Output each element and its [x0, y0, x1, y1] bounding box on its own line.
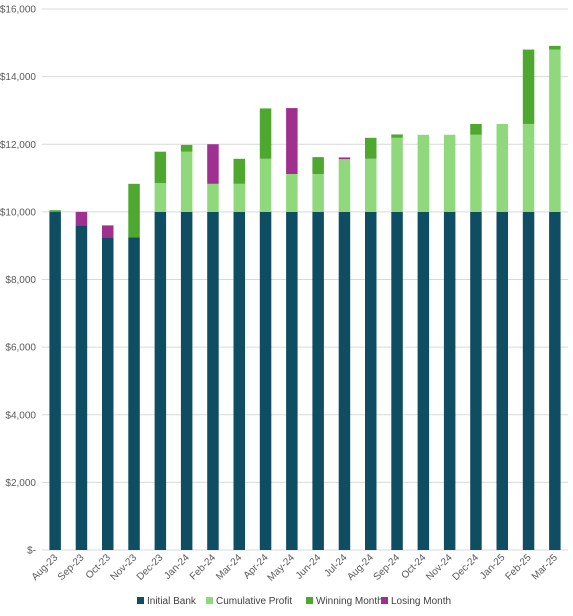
x-tick-label: Aug-23 [30, 552, 61, 583]
bar-segment-winning-month [470, 123, 482, 135]
x-tick-label: Nov-23 [109, 552, 140, 583]
bar-segment-losing-month [286, 108, 298, 175]
bar-segment-initial-bank [154, 211, 167, 550]
bar-segment-cumulative-profit [391, 137, 403, 212]
x-tick-label: Nov-24 [424, 552, 455, 583]
bar-segment-initial-bank [75, 225, 88, 550]
bar-segment-cumulative-profit [259, 158, 272, 212]
y-tick-label: $12,000 [0, 140, 36, 151]
y-tick-label: $6,000 [5, 343, 36, 354]
x-tick-label: Sep-24 [372, 552, 403, 583]
x-tick-label: Aug-24 [345, 552, 376, 583]
bar-segment-initial-bank [417, 211, 430, 550]
bar-segment-cumulative-profit [338, 159, 351, 212]
x-tick-label: May-24 [266, 552, 298, 584]
x-tick-label: Mar-24 [214, 552, 244, 582]
legend-label: Cumulative Profit [216, 596, 292, 607]
bar-segment-cumulative-profit [180, 151, 193, 212]
bar-segment-cumulative-profit [365, 158, 377, 212]
bar-segment-losing-month [102, 225, 114, 238]
x-axis-tick-labels: Aug-23Sep-23Oct-23Nov-23Dec-23Jan-24Feb-… [30, 552, 561, 584]
y-tick-label: $- [27, 546, 36, 557]
x-tick-label: Oct-23 [84, 552, 113, 581]
bar-segment-initial-bank [365, 211, 377, 550]
legend-label: Initial Bank [147, 596, 197, 607]
bar-segment-initial-bank [49, 211, 61, 550]
bar-segment-initial-bank [312, 211, 324, 550]
bar-segment-cumulative-profit [286, 174, 298, 212]
bar-segment-initial-bank [391, 211, 403, 550]
y-tick-label: $16,000 [0, 5, 36, 16]
bar-segment-initial-bank [443, 211, 456, 550]
bar-segment-winning-month [233, 158, 245, 184]
bar-segment-initial-bank [470, 211, 482, 550]
y-axis-tick-labels: $- $2,000 $4,000 $6,000 $8,000 $10,000 $12,000… [0, 5, 36, 557]
bar-segment-initial-bank [207, 211, 219, 550]
x-tick-label: Feb-24 [188, 552, 218, 582]
bar-segment-initial-bank [549, 211, 561, 550]
x-tick-label: Mar-25 [530, 552, 560, 582]
bar-segment-winning-month [128, 183, 140, 238]
x-tick-label: Sep-23 [56, 552, 87, 583]
legend-label: Losing Month [391, 596, 451, 607]
bar-segment-winning-month [522, 49, 535, 124]
y-tick-label: $14,000 [0, 72, 36, 83]
bar-segment-initial-bank [522, 211, 535, 550]
bar-segment-winning-month [180, 144, 193, 152]
bar-segment-winning-month [49, 210, 61, 212]
bar-segment-initial-bank [338, 211, 351, 550]
legend-label: Winning Month [316, 596, 383, 607]
bar-segment-initial-bank [180, 211, 193, 550]
bar-segment-cumulative-profit [207, 183, 219, 212]
bar-segment-cumulative-profit [233, 183, 245, 212]
bar-segment-cumulative-profit [443, 134, 456, 212]
bar-segment-winning-month [549, 45, 561, 50]
bar-segment-losing-month [338, 157, 351, 160]
y-tick-label: $8,000 [5, 275, 36, 286]
bars [49, 45, 561, 550]
y-tick-label: $4,000 [5, 410, 36, 421]
bar-segment-cumulative-profit [496, 123, 508, 212]
bar-segment-initial-bank [128, 237, 140, 550]
x-tick-label: Jun-24 [294, 552, 324, 582]
bar-segment-cumulative-profit [549, 49, 561, 212]
bar-segment-winning-month [259, 108, 272, 159]
bar-segment-winning-month [312, 157, 324, 175]
bar-segment-losing-month [207, 144, 219, 184]
bar-segment-cumulative-profit [312, 174, 324, 212]
bar-segment-losing-month [75, 211, 88, 226]
bar-segment-winning-month [365, 137, 377, 159]
bar-segment-initial-bank [233, 211, 245, 550]
x-tick-label: Feb-25 [503, 552, 533, 582]
bar-segment-initial-bank [496, 211, 508, 550]
bar-segment-cumulative-profit [154, 183, 167, 212]
legend-swatch [381, 597, 388, 604]
y-tick-label: $10,000 [0, 207, 36, 218]
x-tick-label: Jan-25 [478, 552, 508, 582]
gridlines [42, 8, 568, 551]
x-tick-label: Dec-24 [450, 552, 481, 583]
bar-segment-cumulative-profit [522, 123, 535, 212]
y-tick-label: $2,000 [5, 478, 36, 489]
bar-segment-cumulative-profit [417, 134, 430, 212]
legend: Initial Bank Cumulative Profit Winning Mon… [137, 596, 451, 607]
bar-segment-cumulative-profit [470, 134, 482, 212]
x-tick-label: Oct-24 [399, 552, 428, 581]
x-tick-label: Jan-24 [162, 552, 192, 582]
legend-swatch [137, 597, 144, 604]
x-tick-label: Dec-23 [135, 552, 166, 583]
legend-swatch [206, 597, 213, 604]
bar-segment-initial-bank [286, 211, 298, 550]
bar-segment-winning-month [391, 134, 403, 138]
bar-segment-winning-month [154, 151, 167, 184]
legend-swatch [306, 597, 313, 604]
bar-segment-initial-bank [259, 211, 272, 550]
bar-segment-initial-bank [102, 237, 114, 550]
